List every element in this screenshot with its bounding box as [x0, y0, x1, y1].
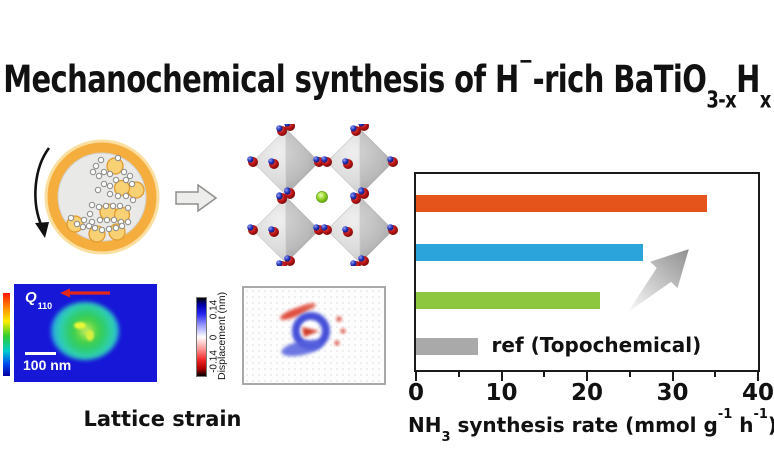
bar-2	[416, 292, 600, 309]
trend-arrow-icon	[627, 249, 689, 313]
x-minor-tick-35	[714, 372, 717, 377]
x-tick-0	[415, 372, 417, 381]
x-tick-label-10: 10	[485, 380, 518, 406]
bar-0	[416, 195, 707, 212]
barium-atom	[316, 191, 328, 203]
strain-blob	[51, 302, 119, 360]
x-tick-label-0: 0	[407, 380, 425, 406]
ball-mill-illustration	[34, 139, 160, 255]
x-tick-40	[757, 372, 759, 381]
powder-particles	[67, 154, 137, 234]
displacement-colorbar-title: Displacement (nm)	[216, 291, 228, 381]
x-axis: 0 10 20 30 40	[408, 372, 774, 412]
x-tick-30	[671, 372, 674, 381]
scale-bar-label: 100 nm	[23, 357, 72, 373]
q-vector-label: Q110	[25, 289, 53, 311]
x-axis-title: NH3 synthesis rate (mmol g-1 h-1)	[408, 407, 774, 445]
page-title: Mechanochemical synthesis of H−-rich BaT…	[0, 49, 774, 115]
bar-3	[416, 338, 478, 355]
title-sub-3x: 3-x	[706, 87, 737, 115]
title-sub-x: x	[759, 87, 772, 115]
process-arrow-icon	[175, 183, 218, 213]
bar-label-3: ref (Topochemical)	[491, 333, 702, 357]
title-text: Mechanochemical synthesis of H	[3, 57, 519, 102]
scale-bar	[25, 352, 56, 355]
displacement-map	[242, 286, 386, 385]
axis-title-text-3: h	[732, 413, 754, 437]
bar-plot-area: ref (Topochemical)	[414, 172, 760, 372]
axis-title-sup-2: -1	[753, 406, 768, 422]
q-symbol: Q	[25, 289, 37, 306]
displacement-colorbar	[196, 297, 207, 377]
x-minor-tick-5	[457, 372, 460, 377]
strain-map: Q110 100 nm	[14, 284, 157, 382]
x-tick-20	[586, 372, 588, 381]
x-minor-tick-15	[543, 372, 546, 377]
x-tick-10	[500, 372, 503, 381]
bar-1	[416, 244, 643, 261]
x-tick-label-40: 40	[741, 380, 774, 406]
lattice-strain-caption: Lattice strain	[83, 407, 242, 431]
strain-hotspot	[74, 322, 86, 329]
x-tick-label-20: 20	[570, 380, 604, 406]
title-hydride-sup: −	[518, 48, 534, 75]
rotation-arrow-icon	[34, 147, 51, 238]
strain-hotspot-2	[86, 330, 94, 341]
axis-title-sup-1: -1	[717, 406, 733, 422]
scan-direction-arrow-icon	[60, 288, 110, 298]
axis-title-sub: 3	[441, 429, 451, 445]
x-minor-tick-25	[628, 372, 631, 377]
axis-title-text: NH	[408, 413, 442, 437]
axis-title-text-4: )	[768, 413, 774, 437]
strain-colorbar	[3, 293, 10, 376]
title-text-2: -rich BaTiO	[532, 57, 707, 102]
perovskite-structure	[246, 124, 400, 266]
q-subscript: 110	[37, 301, 53, 311]
x-tick-label-30: 30	[656, 380, 689, 406]
axis-title-text-2: synthesis rate (mmol g	[450, 413, 718, 437]
displacement-blob	[280, 303, 346, 357]
title-text-3: H	[736, 57, 760, 102]
